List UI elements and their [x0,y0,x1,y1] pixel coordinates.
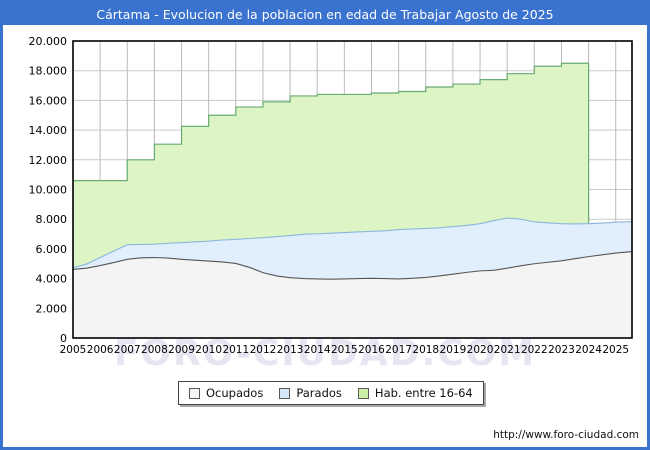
svg-text:14.000: 14.000 [29,124,68,137]
svg-text:2014: 2014 [304,344,331,356]
svg-text:2025: 2025 [602,344,629,356]
svg-text:2.000: 2.000 [36,302,68,315]
svg-text:4.000: 4.000 [36,273,68,286]
legend-label-ocupados: Ocupados [206,386,264,400]
svg-text:2024: 2024 [575,344,602,356]
page-title: Cártama - Evolucion de la poblacion en e… [96,6,554,22]
svg-text:2020: 2020 [467,344,494,356]
svg-text:12.000: 12.000 [29,154,68,167]
svg-text:2012: 2012 [250,344,277,356]
svg-text:2023: 2023 [548,344,575,356]
svg-text:2022: 2022 [521,344,548,356]
svg-text:16.000: 16.000 [29,94,68,107]
chart-legend: Ocupados Parados Hab. entre 16-64 [178,381,484,405]
legend-item-parados[interactable]: Parados [279,386,342,400]
svg-text:2015: 2015 [331,344,358,356]
svg-text:10.000: 10.000 [29,184,68,197]
population-chart-svg: 0 2.000 4.000 6.000 8.000 10.000 12.000 14.000 1… [29,35,633,356]
x-axis-labels: 2005 2006 2007 2008 2009 2010 2011 2012 2013 2014… [60,344,629,356]
svg-text:2017: 2017 [385,344,412,356]
svg-text:2006: 2006 [87,344,114,356]
svg-text:2016: 2016 [358,344,385,356]
svg-text:8.000: 8.000 [36,213,68,226]
svg-text:2021: 2021 [494,344,521,356]
svg-text:2013: 2013 [277,344,304,356]
svg-text:2019: 2019 [440,344,467,356]
legend-swatch-ocupados [189,387,200,399]
legend-swatch-parados [279,387,291,399]
source-url[interactable]: http://www.foro-ciudad.com [493,429,639,441]
svg-text:2005: 2005 [60,344,87,356]
y-axis-labels: 0 2.000 4.000 6.000 8.000 10.000 12.000 14.000 1… [29,35,68,345]
svg-text:2018: 2018 [412,344,439,356]
svg-text:20.000: 20.000 [29,35,68,48]
svg-text:2009: 2009 [168,344,195,356]
svg-text:2007: 2007 [114,344,141,356]
window-title-bar: Cártama - Evolucion de la poblacion en e… [3,3,647,25]
svg-text:2008: 2008 [141,344,168,356]
chart-plot-area: 0 2.000 4.000 6.000 8.000 10.000 12.000 14.000 1… [3,25,647,425]
svg-text:18.000: 18.000 [29,65,68,78]
svg-text:2010: 2010 [195,344,222,356]
legend-label-parados: Parados [296,386,342,400]
svg-text:6.000: 6.000 [36,243,68,256]
series-ocupados [72,251,633,338]
legend-item-ocupados[interactable]: Ocupados [189,386,263,400]
svg-text:0: 0 [60,332,67,345]
legend-label-hab-16-64: Hab. entre 16-64 [374,386,473,400]
legend-swatch-hab-16-64 [357,387,369,399]
svg-text:2011: 2011 [222,344,249,356]
plot-frame [72,40,633,339]
legend-item-hab-16-64[interactable]: Hab. entre 16-64 [357,386,473,400]
